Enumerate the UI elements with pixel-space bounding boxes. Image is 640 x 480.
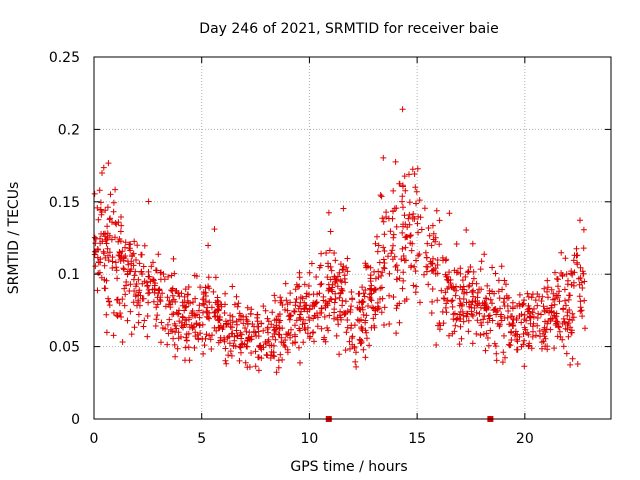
x-tick-label: 0 <box>90 431 99 447</box>
x-tick-label: 15 <box>408 431 426 447</box>
plot-frame <box>93 56 612 420</box>
y-axis-label: SRMTID / TECUs <box>6 182 22 295</box>
y-tick-label: 0.05 <box>49 340 80 356</box>
grid-lines <box>94 57 611 419</box>
y-tick-label: 0.2 <box>58 122 80 138</box>
scatter-markers <box>91 106 588 376</box>
axes: 0 5 10 15 20 0 0.05 0.1 0.15 0.2 0.25 <box>49 50 612 447</box>
y-tick-label: 0.1 <box>58 267 80 283</box>
y-tick-label: 0.15 <box>49 195 80 211</box>
x-tick-label: 20 <box>516 431 534 447</box>
x-tick-label: 5 <box>197 431 206 447</box>
x-axis-label: GPS time / hours <box>290 459 407 475</box>
y-tick-label: 0 <box>71 412 80 428</box>
x-tick-label: 10 <box>301 431 319 447</box>
chart-title: Day 246 of 2021, SRMTID for receiver bai… <box>199 21 498 37</box>
y-tick-label: 0.25 <box>49 50 80 66</box>
data-points <box>91 106 588 376</box>
